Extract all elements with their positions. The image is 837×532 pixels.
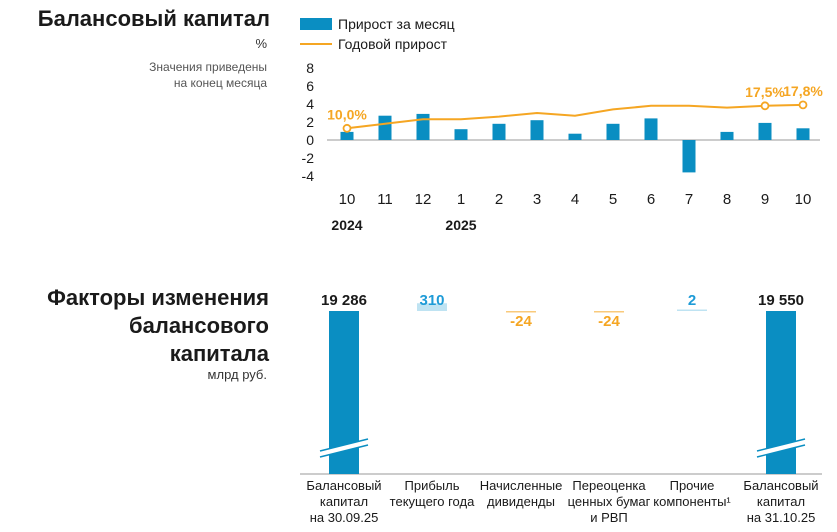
monthly-growth-bar (530, 120, 544, 140)
monthly-growth-bar (378, 115, 392, 140)
axis-break-line (756, 438, 806, 452)
monthly-growth-bar (492, 123, 506, 140)
chart1-legend: Прирост за месяц Годовой прирост (300, 14, 455, 54)
monthly-growth-bar (682, 140, 696, 173)
monthly-growth-bar (568, 133, 582, 140)
yearly-growth-marker (760, 101, 770, 111)
axis-break-line (756, 444, 806, 458)
y-tick-label: 6 (306, 78, 314, 94)
yearly-growth-marker (342, 123, 352, 133)
waterfall-category-label-line: ценных бумаг (567, 494, 651, 509)
axis-break-gap (757, 439, 805, 457)
waterfall-value-label: -24 (598, 313, 620, 330)
chart2-title-line1: Факторы изменения (47, 285, 269, 310)
waterfall-category-label-line: и РВП (590, 510, 628, 525)
chart1-note-line2: на конец месяца (173, 76, 267, 90)
waterfall-category-label-line: капитал (319, 494, 369, 509)
monthly-growth-bar (606, 123, 620, 140)
x-tick-label: 10 (795, 191, 812, 208)
waterfall-delta-bar (677, 309, 707, 311)
yearly-growth-data-label: 17,5% (745, 84, 785, 100)
x-tick-label: 11 (377, 191, 393, 208)
waterfall-delta-bar (417, 303, 447, 311)
waterfall-category-label-line: дивиденды (487, 494, 555, 509)
waterfall-value-label: -24 (510, 313, 532, 330)
x-tick-label: 6 (647, 191, 655, 208)
x-tick-label: 5 (609, 191, 617, 208)
chart2-title: Факторы изменения балансового капитала (47, 284, 269, 368)
x-tick-label: 2 (495, 191, 503, 208)
waterfall-value-label: 2 (688, 292, 696, 309)
waterfall-value-label: 19 550 (758, 292, 804, 309)
chart1-note: Значения приведены на конец месяца (149, 59, 267, 91)
monthly-growth-bar (758, 122, 772, 140)
year-label: 2025 (445, 217, 476, 233)
waterfall-category-label-line: Переоценка (572, 478, 646, 493)
yearly-growth-data-label: 10,0% (327, 106, 367, 122)
x-tick-label: 8 (723, 191, 731, 208)
waterfall-category-label: Прочие компоненты¹ (649, 478, 735, 510)
waterfall-category-label: Балансовый капитал на 31.10.25 (738, 478, 824, 526)
chart2-title-line3: капитала (169, 341, 269, 366)
legend-item-bar: Прирост за месяц (300, 14, 455, 34)
waterfall-category-label: Переоценка ценных бумаг и РВП (566, 478, 652, 526)
x-tick-label: 12 (415, 191, 432, 208)
axis-break-line (319, 444, 369, 458)
waterfall-category-label-line: Начисленные (479, 478, 563, 493)
y-tick-label: 0 (306, 132, 314, 148)
chart1-unit: % (255, 36, 267, 51)
waterfall-category-label-line: компоненты¹ (653, 494, 731, 509)
yearly-growth-data-label: 17,8% (783, 83, 823, 99)
waterfall-category-label-line: Прибыль (404, 478, 460, 493)
legend-line-swatch (300, 43, 332, 45)
y-tick-label: -4 (302, 168, 315, 184)
y-tick-label: 2 (306, 114, 314, 130)
chart2-title-line2: балансового (129, 313, 269, 338)
yearly-growth-line (346, 103, 804, 130)
waterfall-value-label: 19 286 (321, 292, 367, 309)
x-tick-label: 9 (761, 191, 769, 208)
monthly-growth-bar (796, 128, 810, 140)
axis-break-gap (320, 439, 368, 457)
y-tick-label: 8 (306, 60, 314, 76)
monthly-growth-bar (720, 131, 734, 140)
legend-line-label: Годовой прирост (338, 36, 448, 52)
waterfall-category-label-line: Прочие (669, 478, 715, 493)
chart1-note-line1: Значения приведены (149, 60, 267, 74)
monthly-growth-bar (340, 131, 354, 140)
y-tick-label: 4 (306, 96, 314, 112)
monthly-growth-bar (644, 118, 658, 140)
x-tick-label: 3 (533, 191, 541, 208)
waterfall-category-label-line: на 30.09.25 (309, 510, 379, 525)
y-tick-label: -2 (302, 150, 315, 166)
monthly-growth-bar (454, 129, 468, 140)
waterfall-category-label: Прибыль текущего года (389, 478, 475, 510)
axis-break-line (319, 438, 369, 452)
waterfall-category-label-line: Балансовый (743, 478, 819, 493)
x-tick-label: 10 (339, 191, 356, 208)
x-tick-label: 7 (685, 191, 693, 208)
chart1-title: Балансовый капитал (37, 6, 270, 31)
waterfall-category-label: Начисленные дивиденды (478, 478, 564, 510)
x-tick-label: 1 (457, 191, 465, 208)
waterfall-category-label-line: капитал (756, 494, 806, 509)
waterfall-value-label: 310 (419, 292, 444, 309)
legend-bar-swatch (300, 18, 332, 30)
waterfall-category-label: Балансовый капитал на 30.09.25 (301, 478, 387, 526)
waterfall-category-label-line: на 31.10.25 (746, 510, 816, 525)
x-tick-label: 4 (571, 191, 579, 208)
waterfall-delta-bar (506, 311, 536, 313)
waterfall-category-label-line: Балансовый (306, 478, 382, 493)
legend-item-line: Годовой прирост (300, 34, 455, 54)
yearly-growth-marker (798, 100, 808, 110)
chart2-unit: млрд руб. (207, 367, 267, 382)
legend-bar-label: Прирост за месяц (338, 16, 455, 32)
waterfall-delta-bar (594, 311, 624, 313)
year-label: 2024 (331, 217, 362, 233)
waterfall-category-label-line: текущего года (389, 494, 475, 509)
